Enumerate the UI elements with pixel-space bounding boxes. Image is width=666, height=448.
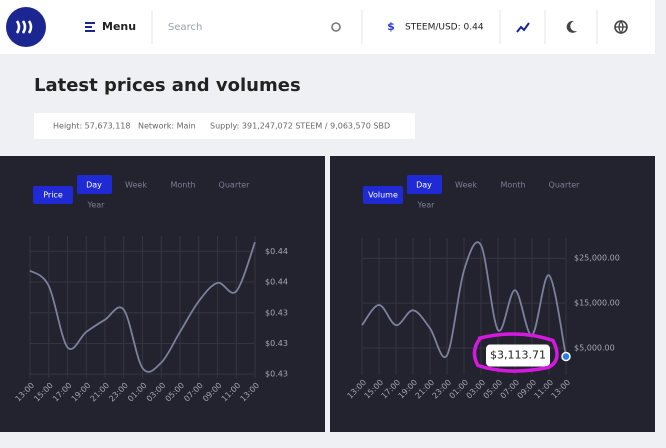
y-tick-label: $25,000.00 — [574, 254, 620, 263]
line — [29, 241, 256, 373]
period-button[interactable]: Month — [500, 181, 525, 190]
price: STEEM/USD: 0.44 — [405, 23, 484, 33]
header — [0, 0, 655, 54]
menu-icon[interactable] — [85, 22, 95, 32]
info-network: Network: Main — [138, 122, 196, 131]
tag-button[interactable] — [363, 186, 403, 204]
tooltip — [486, 344, 550, 367]
period-button[interactable]: Quarter — [549, 181, 581, 190]
info-supply: Supply: 391,247,072 STEEM / 9,063,570 SB… — [210, 122, 390, 131]
chart-icon[interactable] — [516, 22, 530, 33]
logo-mark — [15, 20, 33, 34]
info-bar — [34, 113, 415, 139]
period-button[interactable]: Month — [170, 181, 195, 190]
page-title: Latest prices and volumes — [34, 75, 301, 96]
y-tick-label: $0.43 — [265, 339, 288, 348]
y-tick-label: $15,000.00 — [574, 299, 620, 308]
y-tick-label: $0.43 — [265, 370, 288, 379]
y-tick-label: $5,000.00 — [574, 344, 615, 353]
period-button[interactable]: Week — [455, 181, 477, 190]
tooltip-label: $3,113.71 — [490, 349, 546, 362]
period-button[interactable]: Year — [417, 201, 436, 210]
active-point — [561, 351, 571, 362]
line — [361, 241, 567, 359]
y-tick-label: $0.44 — [265, 247, 288, 256]
period-active[interactable] — [407, 175, 442, 194]
dollar-icon: $ — [387, 20, 395, 33]
period-active[interactable] — [77, 175, 112, 194]
menu[interactable]: Menu — [102, 20, 136, 33]
period-button[interactable]: Day — [86, 181, 102, 190]
period-button[interactable]: Day — [416, 181, 432, 190]
theme-icon[interactable] — [566, 20, 577, 33]
period-button[interactable]: Quarter — [219, 181, 251, 190]
y-tick-label: $0.44 — [265, 278, 288, 287]
search[interactable]: Search — [168, 22, 202, 33]
tag-button[interactable] — [33, 186, 73, 204]
tag-label: Volume — [368, 191, 398, 200]
info-height: Height: 57,673,118 — [53, 122, 131, 131]
y-tick-label: $0.43 — [265, 308, 288, 317]
tag-label: Price — [43, 191, 63, 200]
annotation-scribble — [472, 332, 559, 373]
globe-lines — [615, 20, 627, 35]
search-icon[interactable] — [331, 22, 341, 32]
period-button[interactable]: Week — [125, 181, 147, 190]
period-button[interactable]: Year — [87, 201, 106, 210]
